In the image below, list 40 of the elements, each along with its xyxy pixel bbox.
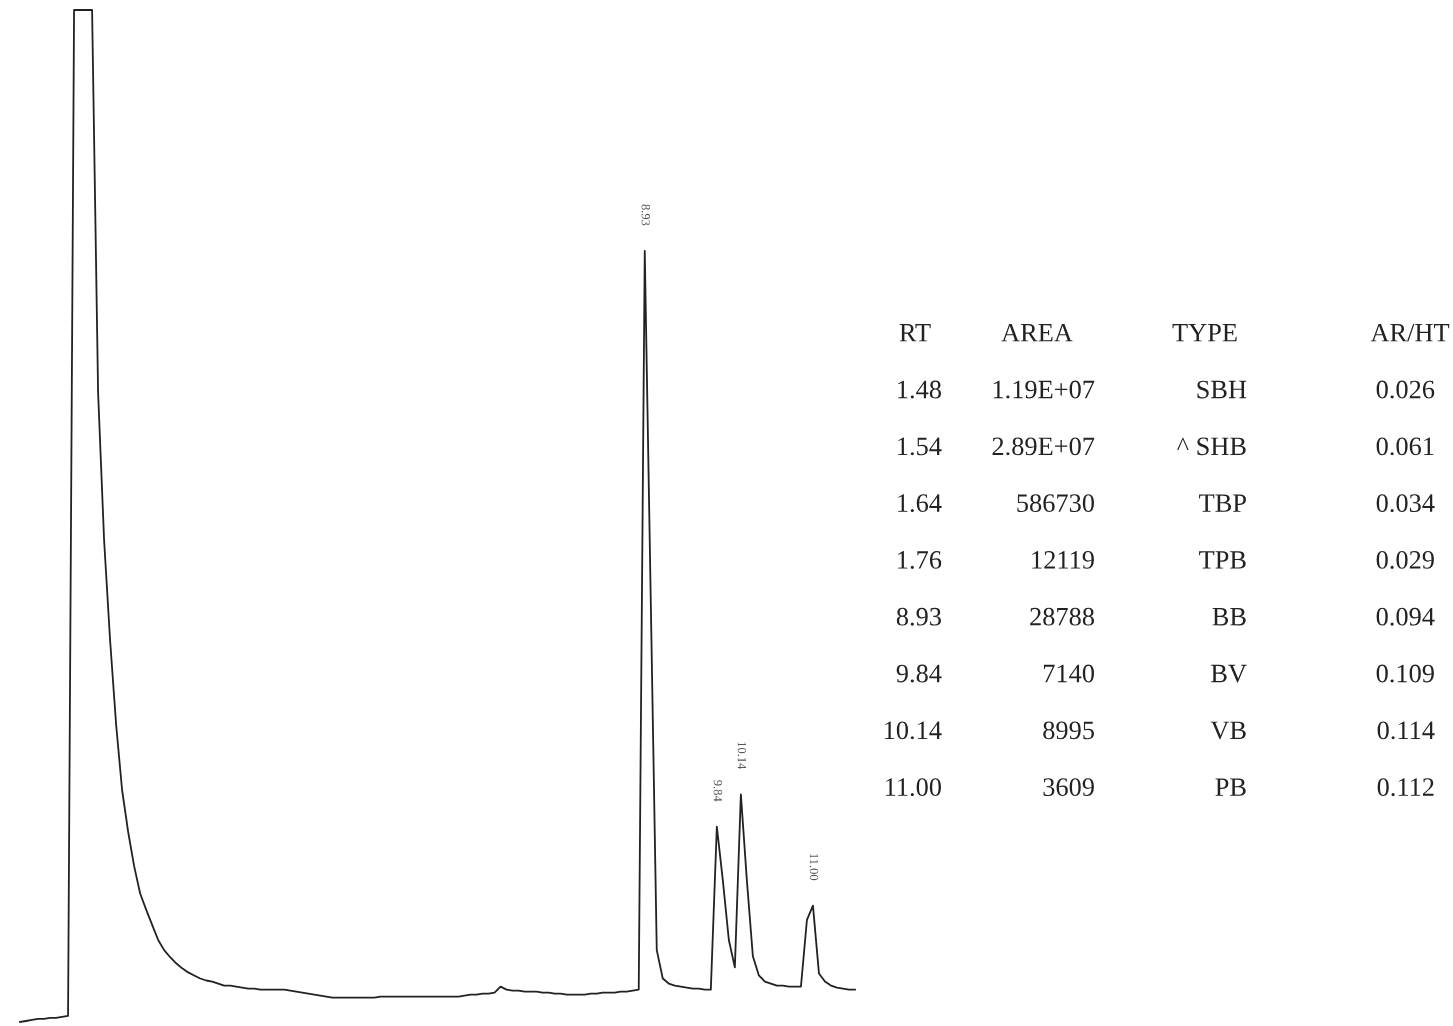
- text: RT: [899, 324, 931, 342]
- text: 28788: [1030, 607, 1094, 626]
- text: 1.54: [898, 437, 942, 456]
- text: 0.026: [1376, 380, 1435, 399]
- text: 12119: [1032, 551, 1094, 569]
- text: 10.14: [884, 721, 942, 740]
- text: TPB: [1199, 551, 1246, 569]
- text: 0.094: [1376, 607, 1435, 626]
- text: 8.93: [896, 607, 941, 626]
- text: 0.112: [1377, 778, 1434, 797]
- text: 586730: [1017, 494, 1094, 513]
- annotation: 10.14: [737, 742, 747, 770]
- text: AREA: [1001, 323, 1073, 342]
- annotation: 11.00: [809, 854, 819, 881]
- text: 11.00: [885, 778, 941, 797]
- text: TYPE: [1172, 324, 1237, 342]
- text: PB: [1215, 778, 1246, 796]
- text: 1.48: [898, 380, 941, 399]
- text: BV: [1211, 664, 1247, 683]
- annotation: 9.84: [713, 780, 723, 802]
- text: VB: [1210, 721, 1246, 740]
- text: 0.109: [1376, 664, 1434, 683]
- text: SBH: [1197, 380, 1247, 399]
- text: 8995: [1043, 721, 1094, 740]
- text: 0.114: [1377, 721, 1435, 740]
- text: 0.061: [1376, 437, 1434, 456]
- text: 7140: [1043, 664, 1094, 683]
- text: 1.64: [898, 494, 942, 513]
- text: 0.034: [1376, 494, 1435, 513]
- text: 0.029: [1376, 551, 1434, 569]
- text: AR/HT: [1370, 323, 1450, 342]
- text: 1.19E+07: [993, 380, 1095, 399]
- text: BB: [1212, 608, 1246, 626]
- text: TBP: [1199, 494, 1246, 512]
- text: 1.76: [898, 551, 942, 569]
- text: 3609: [1043, 778, 1094, 797]
- text: 2.89E+07: [992, 437, 1095, 456]
- text: 9.84: [896, 664, 942, 683]
- annotation: 8.93: [641, 204, 651, 226]
- text: ^ SHB: [1177, 437, 1246, 456]
